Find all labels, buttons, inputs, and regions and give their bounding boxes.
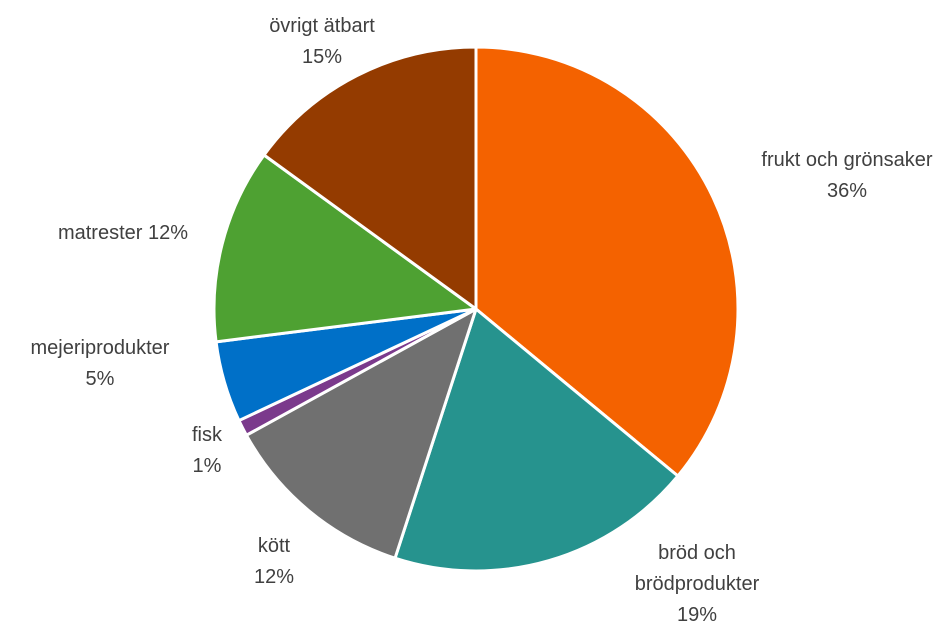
category-label: bröd och brödprodukter [634, 542, 760, 595]
pie-slice [244, 307, 478, 560]
category-label: frukt och grönsaker [761, 149, 933, 171]
data-label: bröd och brödprodukter 19% [622, 538, 772, 629]
value-label: 12% [253, 566, 295, 588]
data-label: övrigt ätbart 15% [222, 11, 422, 73]
data-label: matrester 12% [3, 218, 243, 249]
data-label: fisk 1% [167, 420, 247, 482]
data-label: kött 12% [214, 531, 334, 593]
category-label: mejeriprodukter [30, 337, 170, 359]
pie-slice [212, 153, 478, 344]
value-label: 15% [301, 46, 343, 68]
category-label: övrigt ätbart [269, 15, 375, 37]
data-label: mejeriprodukter 5% [0, 333, 200, 395]
category-label: fisk [192, 424, 222, 446]
pie-slice [262, 45, 478, 311]
data-label: frukt och grönsaker 36% [727, 145, 952, 207]
category-label: matrester [57, 222, 143, 244]
pie-slice [474, 45, 740, 478]
value-label: 12% [148, 222, 189, 244]
value-label: 5% [85, 368, 115, 390]
value-label: 1% [192, 455, 222, 477]
pie-slice [393, 307, 680, 573]
value-label: 36% [826, 180, 868, 202]
category-label: kött [257, 535, 291, 557]
value-label: 19% [676, 604, 718, 626]
